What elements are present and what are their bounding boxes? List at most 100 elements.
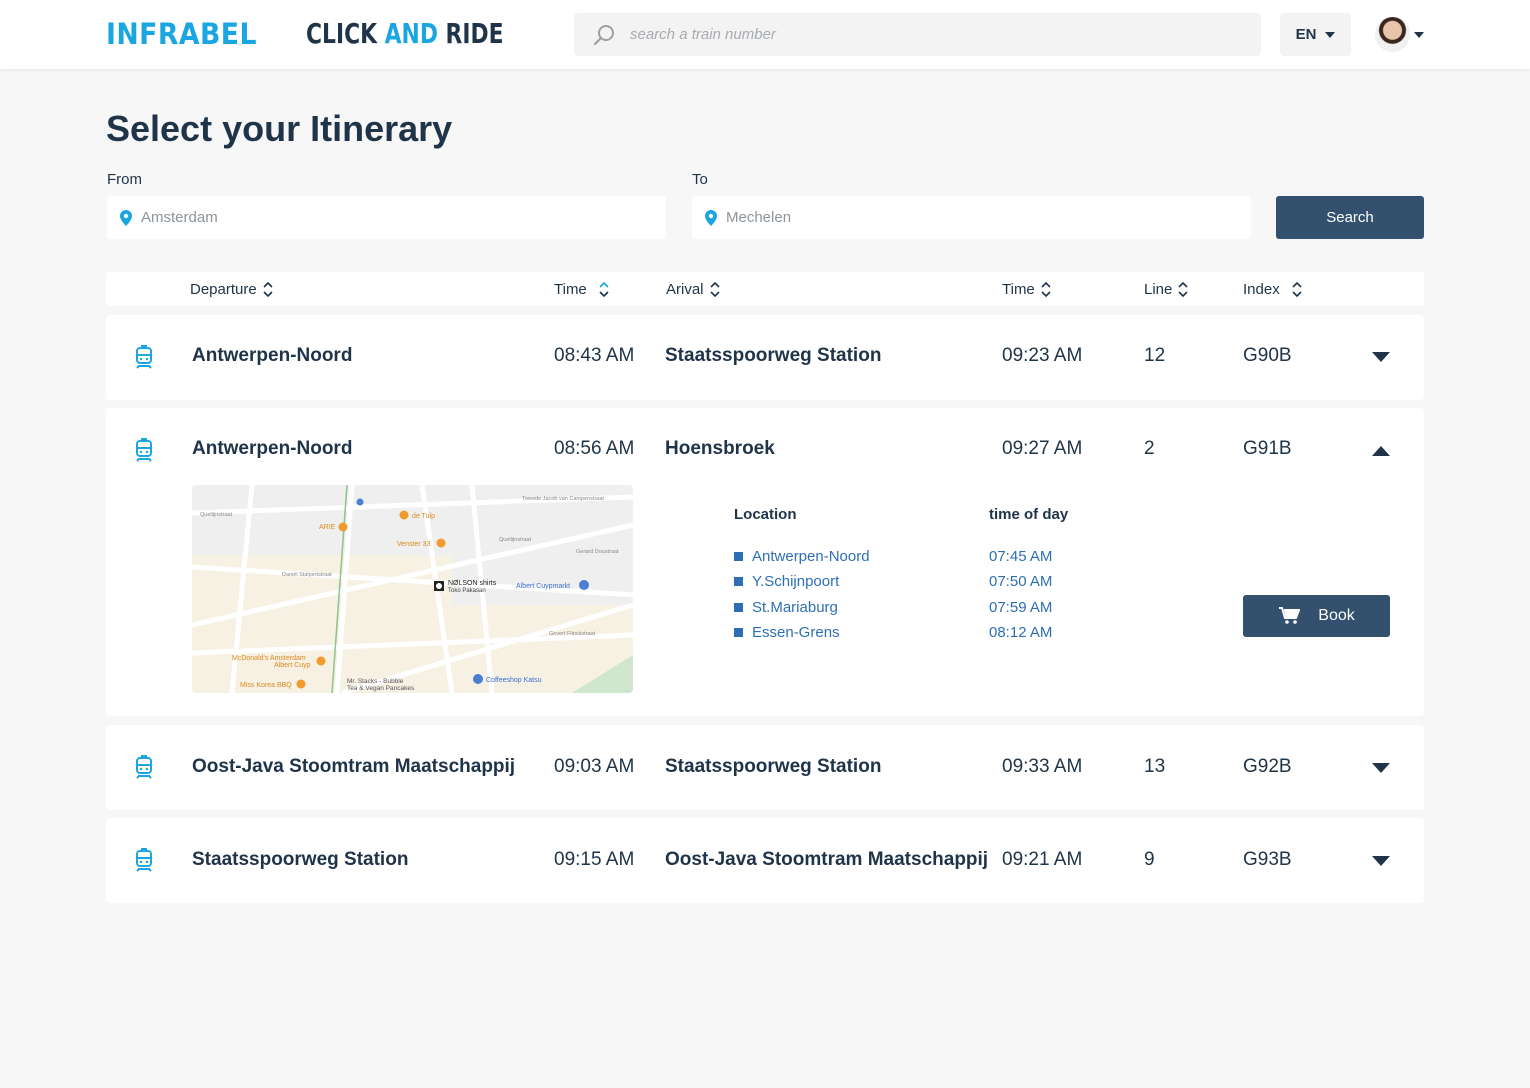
expand-chevron-down-icon[interactable] xyxy=(1371,855,1391,867)
table-row[interactable]: Antwerpen-Noord 08:43 AM Staatsspoorweg … xyxy=(106,315,1424,400)
search-button[interactable]: Search xyxy=(1276,196,1424,239)
stop-item[interactable]: Y.Schijnpoort xyxy=(734,573,839,590)
column-header-index[interactable]: Index xyxy=(1243,281,1302,298)
train-search-box xyxy=(574,13,1261,56)
search-icon[interactable] xyxy=(592,23,616,47)
table-row[interactable]: Oost-Java Stoomtram Maatschappij 09:03 A… xyxy=(106,725,1424,810)
chevron-down-icon[interactable] xyxy=(1414,32,1424,38)
line-number: 2 xyxy=(1144,438,1155,459)
top-bar: INFRABEL CLICK AND RIDE EN xyxy=(0,0,1530,69)
line-number: 13 xyxy=(1144,756,1166,777)
map-street-label: Tweede Jacob van Campenstraat xyxy=(522,496,604,502)
infrabel-logo[interactable]: INFRABEL xyxy=(106,17,257,51)
map-street-label: Govert Flinckstraat xyxy=(549,631,596,637)
to-input[interactable] xyxy=(726,209,1206,226)
table-row-expanded[interactable]: Antwerpen-Noord 08:56 AM Hoensbroek 09:2… xyxy=(106,408,1424,716)
map-street-label: Daniël Stalpertstraat xyxy=(282,572,332,578)
column-header-label: Time xyxy=(1002,281,1035,298)
map-poi-label: Coffeeshop Katsu xyxy=(486,677,542,684)
bullet-square-icon xyxy=(734,628,743,637)
stop-time: 07:59 AM xyxy=(989,599,1053,616)
location-pin-icon xyxy=(120,209,132,226)
chevron-down-icon xyxy=(1325,31,1336,38)
logo-word-click: CLICK xyxy=(306,17,378,50)
avatar[interactable] xyxy=(1375,17,1410,52)
column-header-arrival[interactable]: Arival xyxy=(666,281,720,298)
stop-item[interactable]: St.Mariaburg xyxy=(734,599,838,616)
stop-time: 07:50 AM xyxy=(989,573,1053,590)
from-input[interactable] xyxy=(141,209,621,226)
map-poi-label: Tea & Vegan Pancakes xyxy=(347,685,415,692)
arrival-station: Staatsspoorweg Station xyxy=(665,345,882,366)
train-icon xyxy=(136,848,152,872)
index-code: G91B xyxy=(1243,438,1292,459)
sort-icon xyxy=(1178,282,1188,297)
map-poi-label: Venster 33 xyxy=(397,541,431,548)
sort-icon xyxy=(1041,282,1051,297)
map-graphic: Quellijnstraat Quellijnstraat Daniël Sta… xyxy=(192,485,633,693)
language-selector[interactable]: EN xyxy=(1280,13,1351,56)
route-map[interactable]: Quellijnstraat Quellijnstraat Daniël Sta… xyxy=(192,485,633,693)
train-icon xyxy=(136,438,152,462)
column-header-line[interactable]: Line xyxy=(1144,281,1188,298)
stop-item[interactable]: Antwerpen-Noord xyxy=(734,548,870,565)
stop-item[interactable]: Essen-Grens xyxy=(734,624,840,641)
map-street-label: Gerard Doustraat xyxy=(576,549,619,555)
stop-name: Antwerpen-Noord xyxy=(752,548,870,565)
table-row[interactable]: Staatsspoorweg Station 09:15 AM Oost-Jav… xyxy=(106,818,1424,903)
arrival-station: Oost-Java Stoomtram Maatschappij xyxy=(665,849,989,870)
train-icon xyxy=(136,345,152,369)
stop-name: St.Mariaburg xyxy=(752,599,838,616)
page-title: Select your Itinerary xyxy=(106,108,453,149)
sort-icon xyxy=(599,282,609,297)
train-search-input[interactable] xyxy=(630,26,1230,43)
click-and-ride-logo[interactable]: CLICK AND RIDE xyxy=(306,19,504,49)
sort-icon xyxy=(263,282,273,297)
location-column-header: Location xyxy=(734,506,797,523)
index-code: G92B xyxy=(1243,756,1292,777)
map-poi-label: Toko Pakasan xyxy=(448,588,486,594)
from-label: From xyxy=(107,171,142,188)
map-poi-label: ARIE xyxy=(319,524,336,531)
time-column-header: time of day xyxy=(989,506,1069,523)
location-pin-icon xyxy=(705,209,717,226)
book-button[interactable]: Book xyxy=(1243,595,1390,637)
map-street-label: Quellijnstraat xyxy=(200,512,233,518)
map-poi-label: Mr. Stacks - Bubble xyxy=(347,678,404,685)
map-poi-label: de Tulp xyxy=(412,513,435,520)
cart-icon xyxy=(1279,607,1301,624)
departure-station: Antwerpen-Noord xyxy=(192,438,353,459)
bullet-square-icon xyxy=(734,577,743,586)
sort-icon xyxy=(709,282,720,297)
departure-station: Antwerpen-Noord xyxy=(192,345,353,366)
from-field xyxy=(107,196,666,239)
column-header-departure[interactable]: Departure xyxy=(190,281,273,298)
map-poi-label: Albert Cuyp xyxy=(274,662,311,669)
map-street-label: Quellijnstraat xyxy=(499,537,532,543)
departure-time: 09:03 AM xyxy=(554,756,635,777)
line-number: 12 xyxy=(1144,345,1166,366)
bullet-square-icon xyxy=(734,603,743,612)
stop-time: 08:12 AM xyxy=(989,624,1053,641)
column-header-departure-time[interactable]: Time xyxy=(554,281,609,298)
column-header-label: Time xyxy=(554,281,587,298)
departure-time: 09:15 AM xyxy=(554,849,635,870)
language-label: EN xyxy=(1295,26,1317,43)
arrival-time: 09:21 AM xyxy=(1002,849,1083,870)
column-header-label: Index xyxy=(1243,281,1280,298)
bullet-square-icon xyxy=(734,552,743,561)
departure-time: 08:43 AM xyxy=(554,345,635,366)
line-number: 9 xyxy=(1144,849,1155,870)
expand-chevron-down-icon[interactable] xyxy=(1371,762,1391,774)
column-header-label: Arival xyxy=(666,281,704,298)
column-header-label: Line xyxy=(1144,281,1173,298)
stop-time: 07:45 AM xyxy=(989,548,1053,565)
logo-word-and: AND xyxy=(384,17,438,50)
logo-word-ride: RIDE xyxy=(445,17,504,50)
expand-chevron-down-icon[interactable] xyxy=(1371,351,1391,363)
departure-time: 08:56 AM xyxy=(554,438,635,459)
sort-icon xyxy=(1292,282,1302,297)
collapse-chevron-up-icon[interactable] xyxy=(1371,445,1391,457)
stop-name: Y.Schijnpoort xyxy=(752,573,840,590)
column-header-arrival-time[interactable]: Time xyxy=(1002,281,1051,298)
